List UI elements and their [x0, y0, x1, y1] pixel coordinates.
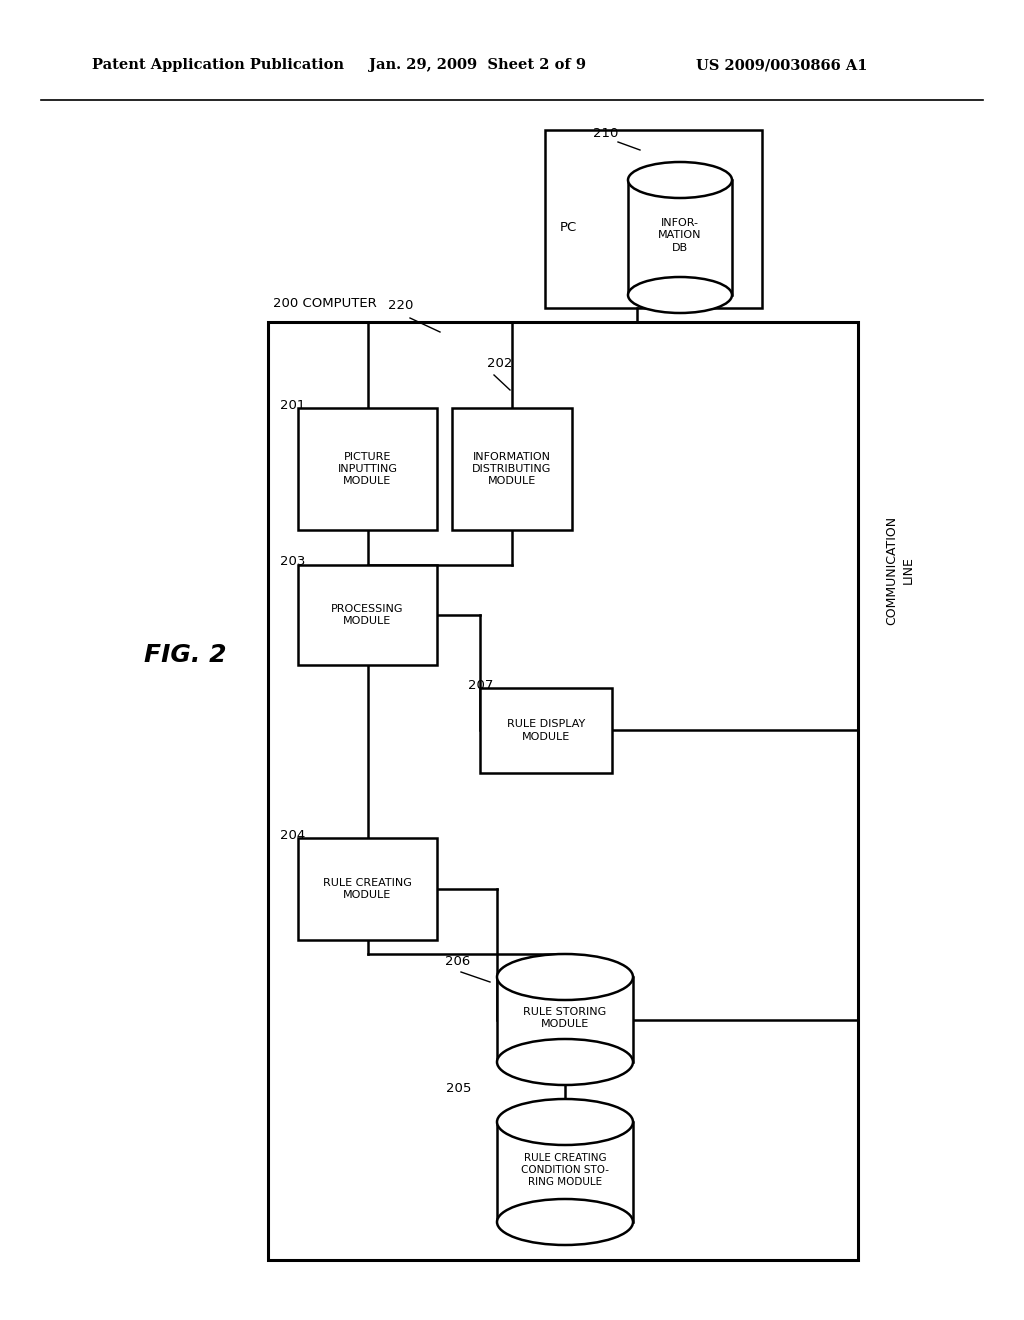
- Ellipse shape: [497, 1100, 633, 1144]
- Text: US 2009/0030866 A1: US 2009/0030866 A1: [696, 58, 867, 73]
- Text: 202: 202: [487, 356, 512, 370]
- Text: 201: 201: [280, 399, 305, 412]
- Text: 205: 205: [446, 1082, 471, 1096]
- Bar: [298, 408, 437, 531]
- Bar: [268, 322, 858, 1261]
- Text: 220: 220: [388, 300, 414, 312]
- Ellipse shape: [497, 954, 633, 1001]
- Bar: [628, 180, 732, 294]
- Ellipse shape: [628, 162, 732, 198]
- Text: COMMUNICATION
LINE: COMMUNICATION LINE: [886, 515, 914, 624]
- Bar: [545, 129, 762, 308]
- Text: RULE STORING
MODULE: RULE STORING MODULE: [523, 1007, 606, 1030]
- Text: 204: 204: [280, 829, 305, 842]
- Bar: [497, 977, 633, 1063]
- Text: RULE DISPLAY
MODULE: RULE DISPLAY MODULE: [507, 719, 585, 742]
- Text: 203: 203: [280, 554, 305, 568]
- Text: PICTURE
INPUTTING
MODULE: PICTURE INPUTTING MODULE: [338, 451, 397, 486]
- Bar: [497, 1122, 633, 1222]
- Text: PROCESSING
MODULE: PROCESSING MODULE: [331, 603, 403, 626]
- Bar: [298, 838, 437, 940]
- Text: Patent Application Publication: Patent Application Publication: [92, 58, 344, 73]
- Text: PC: PC: [560, 222, 578, 235]
- Bar: [452, 408, 572, 531]
- Text: INFORMATION
DISTRIBUTING
MODULE: INFORMATION DISTRIBUTING MODULE: [472, 451, 552, 486]
- Text: RULE CREATING
CONDITION STO-
RING MODULE: RULE CREATING CONDITION STO- RING MODULE: [521, 1152, 609, 1188]
- Ellipse shape: [628, 277, 732, 313]
- Ellipse shape: [497, 1039, 633, 1085]
- Text: INFOR-
MATION
DB: INFOR- MATION DB: [658, 218, 701, 252]
- Bar: [298, 565, 437, 665]
- Text: FIG. 2: FIG. 2: [143, 643, 226, 667]
- Text: 207: 207: [468, 678, 494, 692]
- Text: Jan. 29, 2009  Sheet 2 of 9: Jan. 29, 2009 Sheet 2 of 9: [369, 58, 586, 73]
- Text: RULE CREATING
MODULE: RULE CREATING MODULE: [323, 878, 412, 900]
- Bar: [480, 688, 612, 774]
- Text: 200 COMPUTER: 200 COMPUTER: [273, 297, 377, 310]
- Text: 210: 210: [593, 127, 618, 140]
- Ellipse shape: [497, 1199, 633, 1245]
- Text: 206: 206: [445, 954, 470, 968]
